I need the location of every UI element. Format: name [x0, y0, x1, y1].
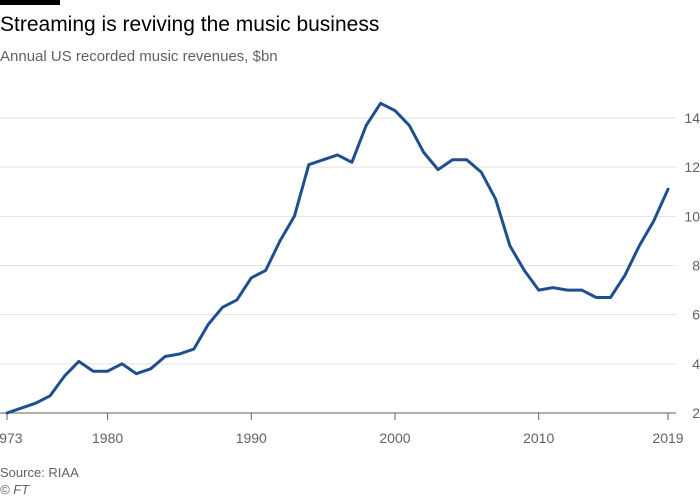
series-layer: [5, 101, 670, 415]
series-line: [5, 101, 670, 415]
gridlines: [0, 117, 676, 414]
credit-note: © FT: [0, 482, 30, 497]
source-note: Source: RIAA: [0, 465, 79, 480]
x-tick-label: 2019: [652, 430, 683, 446]
chart-title: Streaming is reviving the music business: [0, 13, 380, 36]
x-tick-label: 2000: [379, 430, 410, 446]
y-tick-label: 4: [692, 356, 700, 372]
x-tick-label: 2010: [523, 430, 554, 446]
y-axis-ticks: 2 4 6 8 10 12 14: [684, 110, 700, 421]
y-tick-label: 10: [684, 208, 700, 224]
y-tick-label: 14: [684, 110, 700, 126]
x-tick-label: 1980: [92, 430, 123, 446]
top-accent-bar: [0, 0, 60, 5]
y-tick-label: 8: [692, 258, 700, 274]
x-tick-label: 1973: [0, 430, 23, 446]
x-tick-label: 1990: [236, 430, 267, 446]
chart-subtitle: Annual US recorded music revenues, $bn: [0, 48, 278, 65]
x-axis-ticks: 1973 1980 1990 2000 2010 2019: [0, 413, 684, 446]
y-tick-label: 6: [692, 307, 700, 323]
y-tick-label: 2: [692, 405, 700, 421]
y-tick-label: 12: [684, 159, 700, 175]
